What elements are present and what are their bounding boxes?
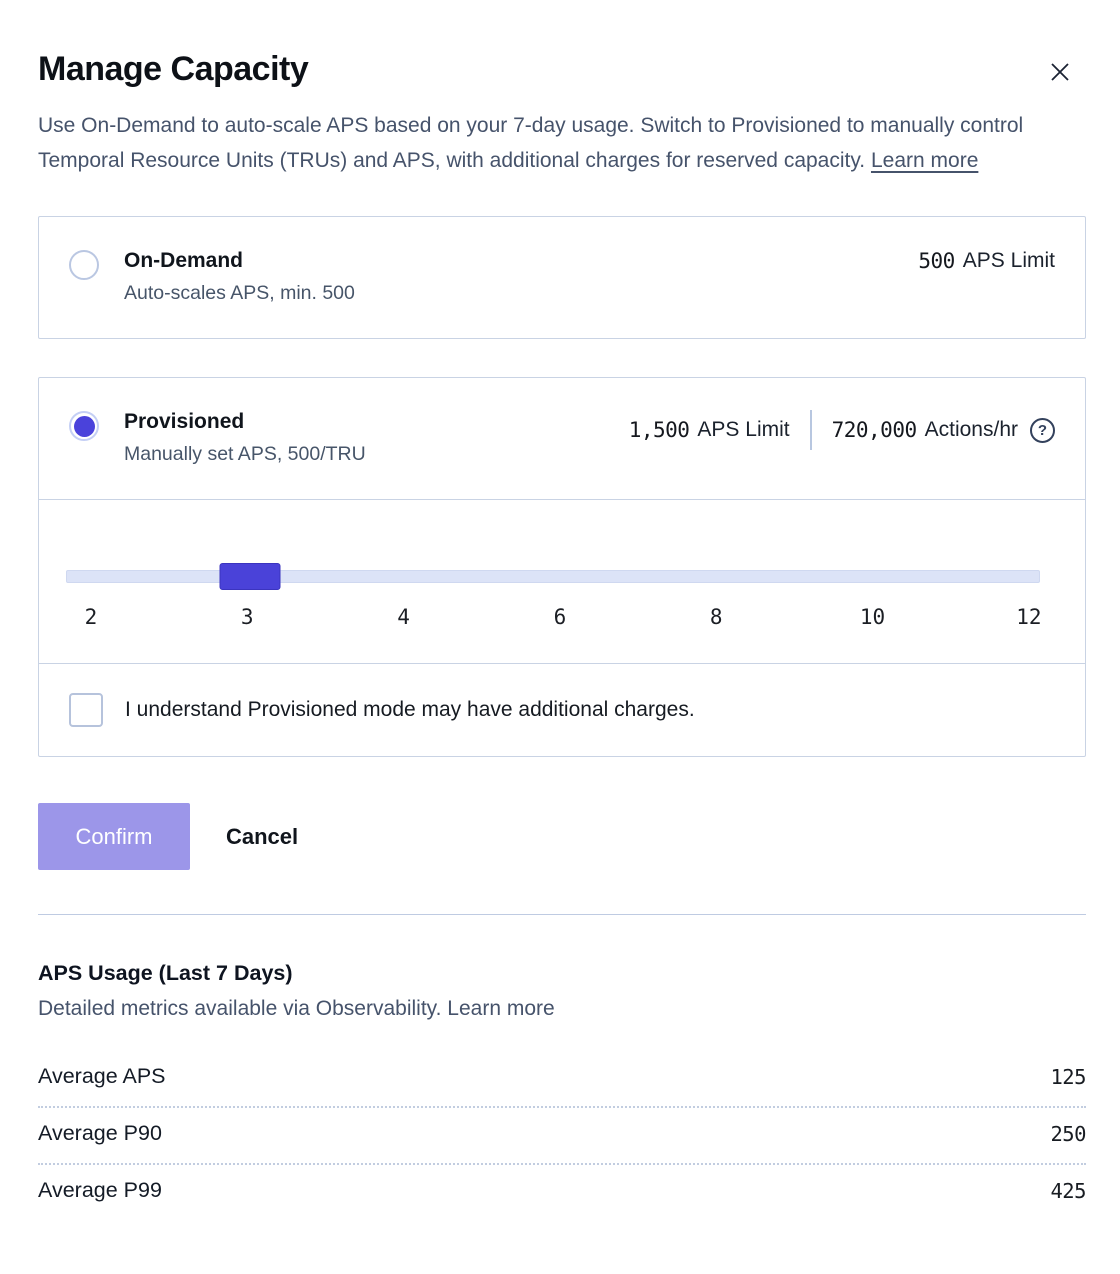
row-label: Average P90 (38, 1121, 162, 1145)
usage-learn-more-link[interactable]: Learn more (447, 997, 555, 1020)
on-demand-limit: 500 APS Limit (918, 249, 1055, 273)
dialog-description: Use On-Demand to auto-scale APS based on… (38, 108, 1084, 178)
tick-label: 10 (859, 605, 886, 629)
close-icon (1051, 63, 1069, 81)
tru-slider-section: TRUs 2 3 4 6 8 10 12 (39, 499, 1085, 663)
provisioned-label: Provisioned (124, 410, 245, 433)
acknowledge-label: I understand Provisioned mode may have a… (125, 698, 695, 721)
row-value: 250 (1050, 1121, 1086, 1146)
on-demand-texts: On-Demand Auto-scales APS, min. 500 (124, 248, 918, 305)
provisioned-texts: Provisioned Manually set APS, 500/TRU (124, 409, 629, 466)
usage-table: Average APS 125 Average P90 250 Average … (38, 1051, 1086, 1220)
aps-usage-section: APS Usage (Last 7 Days) Detailed metrics… (38, 961, 1086, 1220)
on-demand-label: On-Demand (124, 249, 244, 272)
row-label: Average P99 (38, 1178, 162, 1202)
usage-subtitle-text: Detailed metrics available via Observabi… (38, 997, 442, 1020)
provisioned-subtitle: Manually set APS, 500/TRU (124, 443, 366, 465)
slider-handle[interactable] (219, 563, 281, 590)
dialog-actions: Confirm Cancel (38, 803, 1086, 870)
provisioned-limits: 1,500 APS Limit 720,000 Actions/hr ? (629, 410, 1055, 450)
row-label: Average APS (38, 1064, 166, 1088)
table-row: Average P90 250 (38, 1106, 1086, 1163)
slider-ticks: 2 3 4 6 8 10 12 (66, 605, 1042, 635)
close-button[interactable] (1040, 52, 1080, 92)
manage-capacity-dialog: Manage Capacity Use On-Demand to auto-sc… (38, 50, 1086, 1220)
radio-dot (73, 415, 95, 437)
tick-label: 12 (1016, 605, 1042, 629)
confirm-button[interactable]: Confirm (38, 803, 190, 870)
acknowledge-row[interactable]: I understand Provisioned mode may have a… (39, 663, 1085, 756)
usage-title: APS Usage (Last 7 Days) (38, 961, 293, 985)
learn-more-link[interactable]: Learn more (870, 149, 979, 172)
provisioned-radio[interactable] (69, 411, 99, 441)
provisioned-actions-value: 720,000 (831, 418, 918, 442)
tick-label: 2 (84, 605, 98, 629)
provisioned-card: Provisioned Manually set APS, 500/TRU 1,… (38, 377, 1086, 757)
description-text: Use On-Demand to auto-scale APS based on… (38, 114, 1024, 172)
row-value: 125 (1050, 1064, 1086, 1089)
on-demand-radio[interactable] (69, 250, 99, 280)
tick-label: 6 (553, 605, 567, 629)
table-row: Average APS 125 (38, 1051, 1086, 1106)
provisioned-aps-unit: APS Limit (697, 418, 790, 441)
vertical-divider (809, 410, 812, 450)
on-demand-aps-value: 500 (918, 249, 955, 273)
on-demand-aps-unit: APS Limit (962, 249, 1055, 272)
cancel-button[interactable]: Cancel (226, 823, 299, 849)
acknowledge-checkbox[interactable] (69, 693, 103, 727)
provisioned-option[interactable]: Provisioned Manually set APS, 500/TRU 1,… (39, 378, 1085, 499)
page-title: Manage Capacity (38, 50, 309, 88)
tick-label: 8 (709, 605, 723, 629)
tick-label: 4 (397, 605, 410, 629)
provisioned-actions-unit: Actions/hr (924, 418, 1018, 441)
dialog-header: Manage Capacity (38, 50, 1086, 92)
table-row: Average P99 425 (38, 1163, 1086, 1220)
tick-label: 3 (240, 605, 254, 629)
row-value: 425 (1050, 1178, 1086, 1203)
provisioned-aps-value: 1,500 (628, 418, 690, 442)
slider-track[interactable] (66, 570, 1040, 583)
on-demand-option[interactable]: On-Demand Auto-scales APS, min. 500 500 … (39, 217, 1085, 338)
on-demand-card: On-Demand Auto-scales APS, min. 500 500 … (38, 216, 1086, 339)
section-divider (38, 914, 1086, 915)
on-demand-subtitle: Auto-scales APS, min. 500 (124, 282, 355, 304)
help-icon[interactable]: ? (1030, 417, 1055, 443)
usage-subtitle: Detailed metrics available via Observabi… (38, 997, 1086, 1021)
